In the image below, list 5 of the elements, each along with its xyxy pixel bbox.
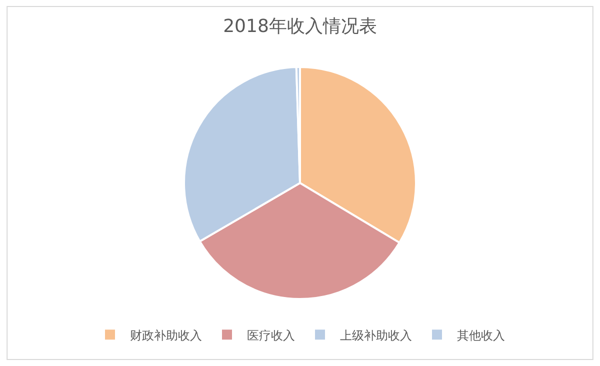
chart-title: 2018年收入情况表	[223, 16, 377, 37]
legend-label: 上级补助收入	[340, 328, 412, 342]
legend-label: 财政补助收入	[130, 328, 202, 342]
legend-label: 其他收入	[457, 328, 505, 342]
legend-label: 医疗收入	[247, 328, 295, 342]
